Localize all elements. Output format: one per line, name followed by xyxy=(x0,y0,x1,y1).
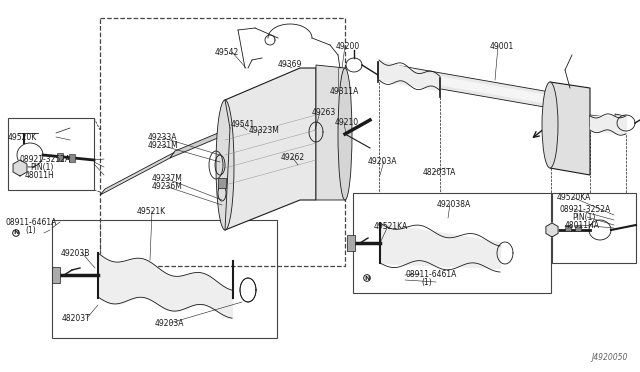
Text: N: N xyxy=(13,231,19,235)
Bar xyxy=(52,220,277,338)
Text: 49233A: 49233A xyxy=(148,133,177,142)
Bar xyxy=(100,18,345,266)
Polygon shape xyxy=(380,66,548,104)
Polygon shape xyxy=(378,62,550,108)
Polygon shape xyxy=(225,68,316,230)
Text: 492038A: 492038A xyxy=(437,200,471,209)
Text: 49520K: 49520K xyxy=(8,133,37,142)
Text: 49520KA: 49520KA xyxy=(557,193,591,202)
Polygon shape xyxy=(13,160,27,176)
Text: 08921-3252A: 08921-3252A xyxy=(20,155,71,164)
Polygon shape xyxy=(100,152,175,195)
Text: N: N xyxy=(364,276,370,280)
Bar xyxy=(69,154,75,162)
Bar xyxy=(57,153,63,161)
Text: 49203B: 49203B xyxy=(61,249,90,258)
Text: 49200: 49200 xyxy=(336,42,360,51)
Text: 49263: 49263 xyxy=(312,108,336,117)
Text: 49369: 49369 xyxy=(278,60,302,69)
Text: J4920050: J4920050 xyxy=(591,353,628,362)
Polygon shape xyxy=(615,114,625,132)
Text: 48203T: 48203T xyxy=(62,314,91,323)
Text: 49001: 49001 xyxy=(490,42,515,51)
Bar xyxy=(552,193,636,263)
Bar xyxy=(347,235,355,251)
Text: 08921-3252A: 08921-3252A xyxy=(559,205,611,214)
Ellipse shape xyxy=(542,82,558,168)
Polygon shape xyxy=(316,65,345,200)
Bar xyxy=(218,178,226,188)
Text: (1): (1) xyxy=(25,226,36,235)
Text: 49521K: 49521K xyxy=(137,207,166,216)
Text: 49203A: 49203A xyxy=(368,157,397,166)
Text: 49323M: 49323M xyxy=(249,126,280,135)
Text: 08911-6461A: 08911-6461A xyxy=(405,270,456,279)
Text: 49542: 49542 xyxy=(215,48,239,57)
Bar xyxy=(353,193,551,293)
Text: 48011HA: 48011HA xyxy=(565,221,600,230)
Text: 08911-6461A: 08911-6461A xyxy=(5,218,56,227)
Text: 49203A: 49203A xyxy=(155,319,184,328)
Text: 49237M: 49237M xyxy=(152,174,183,183)
Text: 48011H: 48011H xyxy=(25,171,55,180)
Text: 48203TA: 48203TA xyxy=(423,168,456,177)
Polygon shape xyxy=(590,115,615,130)
Text: 49311A: 49311A xyxy=(330,87,360,96)
Polygon shape xyxy=(170,128,230,158)
Text: (1): (1) xyxy=(421,278,432,287)
Text: 49541: 49541 xyxy=(231,120,255,129)
Text: PIN(1): PIN(1) xyxy=(30,163,53,172)
Text: 49262: 49262 xyxy=(281,153,305,162)
Text: 49521KA: 49521KA xyxy=(374,222,408,231)
Bar xyxy=(52,267,60,283)
Text: 49231M: 49231M xyxy=(148,141,179,150)
Text: PIN(1): PIN(1) xyxy=(572,213,595,222)
Text: 49236M: 49236M xyxy=(152,182,183,191)
Bar xyxy=(565,225,571,231)
Text: 49210: 49210 xyxy=(335,118,359,127)
Bar xyxy=(8,118,94,190)
Ellipse shape xyxy=(216,100,234,230)
Polygon shape xyxy=(546,223,558,237)
Bar xyxy=(575,225,581,231)
Polygon shape xyxy=(550,82,590,175)
Ellipse shape xyxy=(338,68,352,200)
